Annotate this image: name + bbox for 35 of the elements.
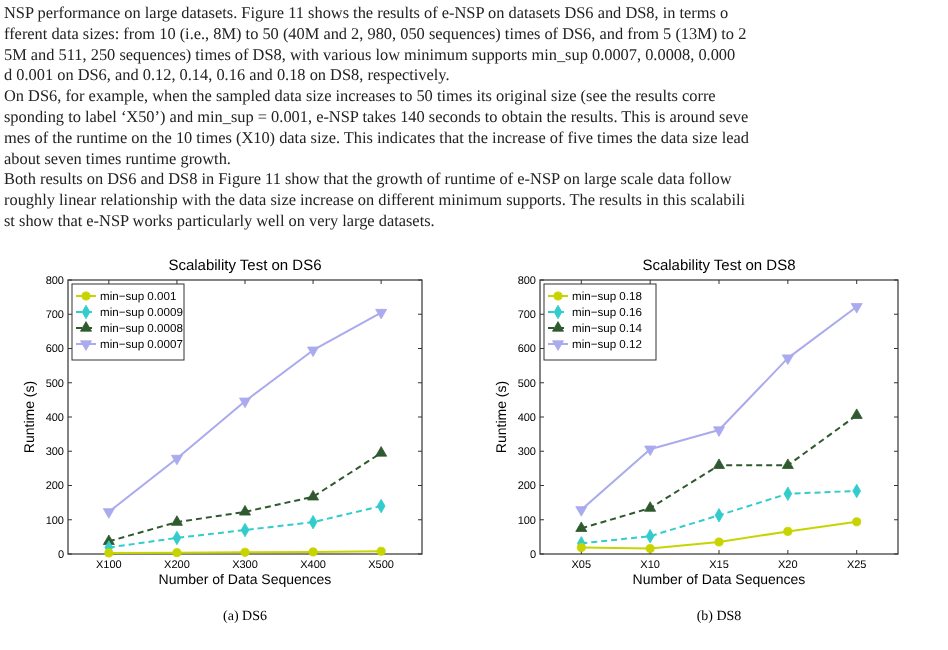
point xyxy=(239,397,251,409)
text: mes of the runtime on the 10 times (X10) data size. This indicates that the increase of five times the data size lead xyxy=(4,128,749,147)
point xyxy=(644,501,657,512)
point xyxy=(783,526,793,536)
point xyxy=(781,458,794,469)
point xyxy=(576,543,586,552)
point xyxy=(714,537,724,547)
text: about seven times runtime growth. xyxy=(4,149,231,168)
text: sponding to label ‘X50’) and min_sup = 0.001, e-NSP takes 140 seconds to obtain the results. This is around seve xyxy=(4,108,749,126)
point xyxy=(307,490,319,501)
text: On DS6, for example, when the sampled data size increases to 50 times its original size (see the results corre xyxy=(4,87,717,106)
text: roughly linear relationship with the data size increase on different minimum supports. The results in this scalabili xyxy=(4,191,747,210)
point xyxy=(850,408,863,419)
point xyxy=(375,446,388,457)
text: 5M and 511, 250 sequences) times of DS8, with various low minimum supports min_sup 0.0007, 0.0008, 0.000 xyxy=(4,45,736,64)
point xyxy=(644,445,657,456)
point xyxy=(575,506,588,517)
point xyxy=(171,515,183,526)
text: Both results on DS6 and DS8 in Figure 11 show that the growth of runtime of e-NSP on large scale data follow xyxy=(4,170,732,189)
point xyxy=(171,454,183,466)
text: d 0.001 on DS6, and 0.12, 0.14, 0.16 and 0.18 on DS8, respectively. xyxy=(4,66,450,85)
point xyxy=(307,346,319,357)
point xyxy=(575,521,588,532)
text: NSP performance on large datasets. Figure 11 shows the results of e-NSP on datasets DS6 and DS8, in terms o xyxy=(4,4,729,22)
point xyxy=(713,458,725,469)
point xyxy=(781,354,794,365)
point xyxy=(645,544,655,554)
point xyxy=(713,426,725,437)
point xyxy=(102,508,115,519)
point xyxy=(850,303,863,314)
text: st show that e-NSP works particularly well on very large datasets. xyxy=(4,212,435,230)
point xyxy=(375,308,388,320)
point xyxy=(239,505,251,516)
point xyxy=(852,517,862,527)
text: fferent data sizes: from 10 (i.e., 8M) to 50 (40M and 2, 980, 050 sequences) times of DS6, and from 5 (13M) to 2 xyxy=(4,24,747,43)
